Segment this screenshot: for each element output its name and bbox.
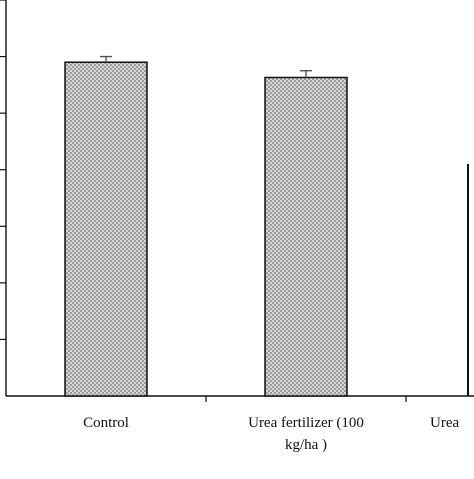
x-tick-label: Urea fertilizer (100 bbox=[248, 415, 364, 431]
bar-2 bbox=[264, 76, 348, 397]
x-tick-label: Urea bbox=[430, 415, 459, 431]
bar-1 bbox=[64, 61, 148, 397]
x-tick-label: kg/ha ) bbox=[285, 437, 327, 453]
x-tick-label: Control bbox=[83, 415, 129, 431]
